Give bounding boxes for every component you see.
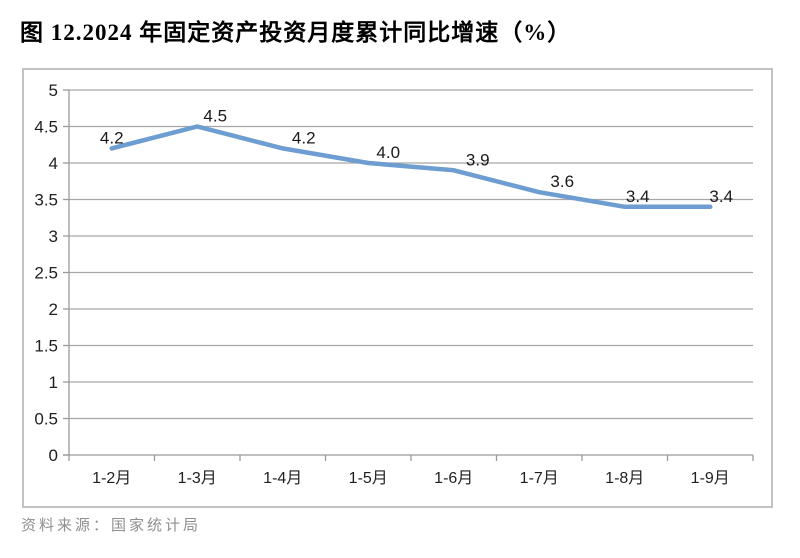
y-axis-tick-label: 0 <box>49 446 58 465</box>
y-axis-tick-label: 1.5 <box>34 337 58 356</box>
chart-container: 0 0.5 1 1.5 2 2.5 3 3.5 4 4.5 5 1-2月 1-3月 1-4月 1-5月 1-6… <box>22 68 773 508</box>
y-axis-tick-label: 4 <box>49 154 58 173</box>
x-axis-category-label: 1-9月 <box>691 470 730 487</box>
x-axis-category-label: 1-5月 <box>349 470 388 487</box>
y-axis-tick-label: 4.5 <box>34 118 58 137</box>
x-axis-category-label: 1-2月 <box>92 470 131 487</box>
y-axis-tick-label: 2.5 <box>34 264 58 283</box>
series-line <box>109 124 713 210</box>
source-note: 资料来源：国家统计局 <box>21 518 202 534</box>
x-axis-category-label: 1-4月 <box>263 470 302 487</box>
data-label: 3.4 <box>709 187 733 206</box>
data-label: 4.0 <box>376 143 400 162</box>
y-axis-tick-label: 3 <box>49 227 58 246</box>
data-label: 3.9 <box>466 150 490 169</box>
x-axis-category-label: 1-6月 <box>434 470 473 487</box>
y-axis-tick-label: 0.5 <box>34 410 58 429</box>
chart-title: 图 12.2024 年固定资产投资月度累计同比增速（%） <box>20 20 572 45</box>
x-axis-category-label: 1-8月 <box>605 470 644 487</box>
x-axis-category-label: 1-7月 <box>520 470 559 487</box>
data-label: 4.5 <box>203 107 227 126</box>
y-axis-tick-label: 1 <box>49 373 58 392</box>
data-label: 4.2 <box>100 128 124 147</box>
data-label: 3.4 <box>626 187 650 206</box>
x-axis-category-label: 1-3月 <box>178 470 217 487</box>
data-label: 4.2 <box>292 128 316 147</box>
line-chart: 0 0.5 1 1.5 2 2.5 3 3.5 4 4.5 5 1-2月 1-3月 1-4月 1-5月 1-6… <box>34 81 754 487</box>
y-axis-tick-label: 5 <box>49 81 58 100</box>
data-label: 3.6 <box>550 172 574 191</box>
y-axis-tick-label: 3.5 <box>34 191 58 210</box>
y-axis-tick-label: 2 <box>49 300 58 319</box>
